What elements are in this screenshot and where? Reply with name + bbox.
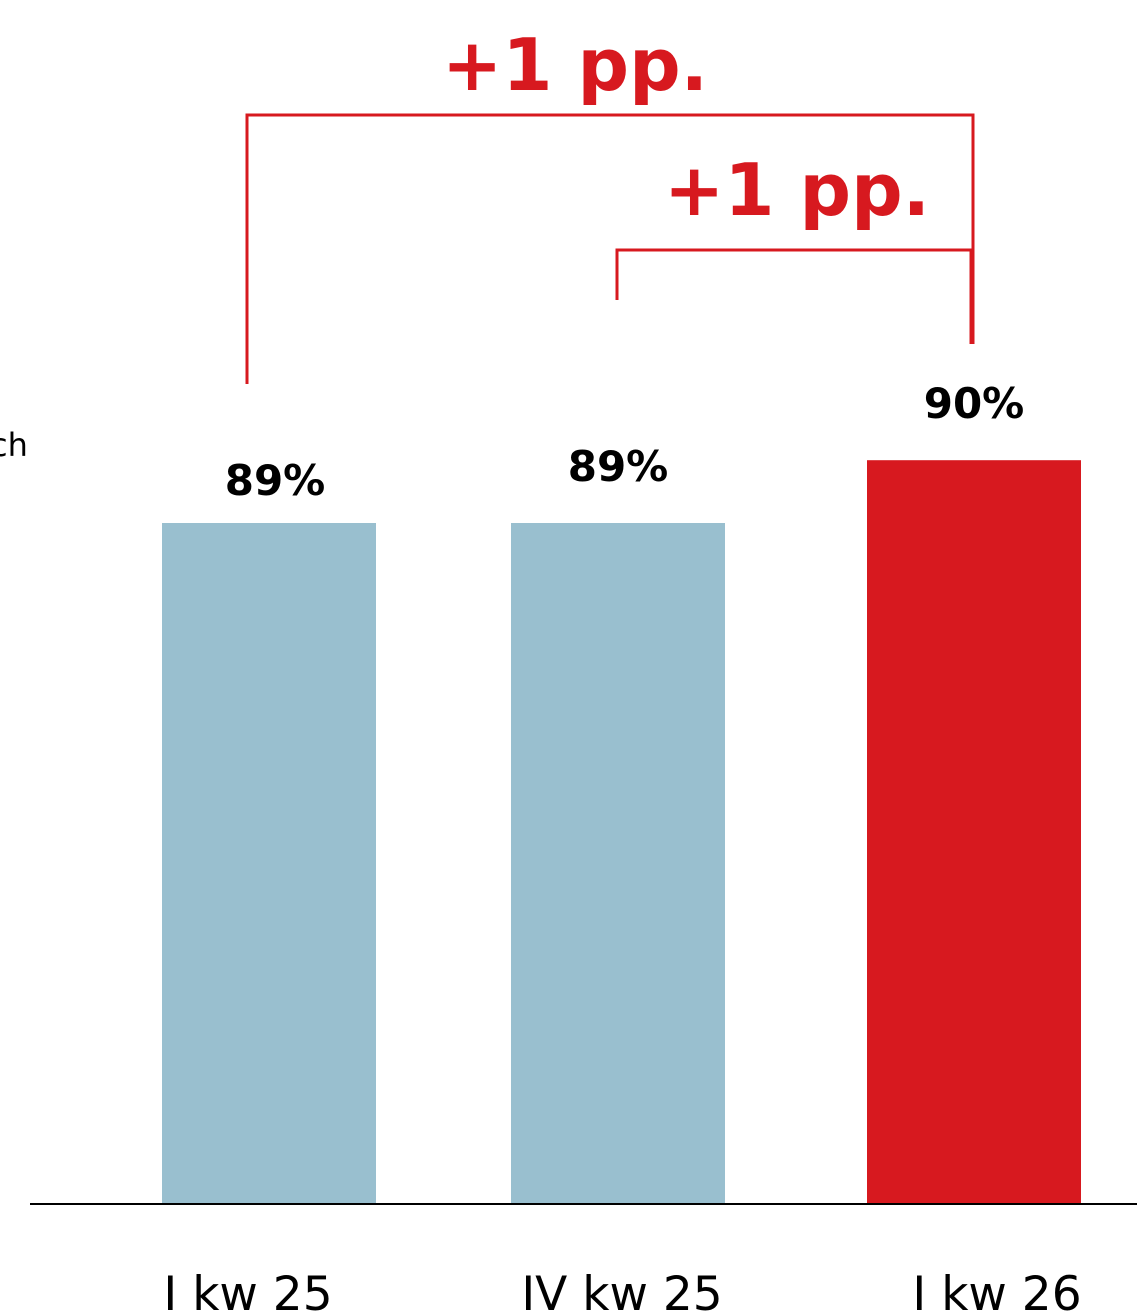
difference-bracket-1 [245, 113, 975, 384]
value-label-1: 89% [225, 456, 326, 505]
category-labels-group: I kw 25 IV kw 25 I kw 26 [163, 1267, 1081, 1315]
category-label-3: I kw 26 [912, 1267, 1081, 1315]
difference-bracket-2 [615, 248, 973, 344]
bar-3 [867, 460, 1081, 1203]
bar-1 [162, 523, 376, 1203]
value-labels-group: 89% 89% 90% [225, 379, 1025, 505]
bar-2 [511, 523, 725, 1203]
difference-label-2: +1 pp. [664, 148, 930, 232]
cropped-edge-text: ch [0, 426, 28, 464]
difference-annotations-group: +1 pp. +1 pp. [245, 23, 975, 384]
value-label-3: 90% [924, 379, 1025, 428]
value-label-2: 89% [568, 442, 669, 491]
category-label-1: I kw 25 [163, 1267, 332, 1315]
bars-group [162, 460, 1081, 1203]
difference-label-1: +1 pp. [442, 23, 708, 107]
category-label-2: IV kw 25 [521, 1267, 722, 1315]
